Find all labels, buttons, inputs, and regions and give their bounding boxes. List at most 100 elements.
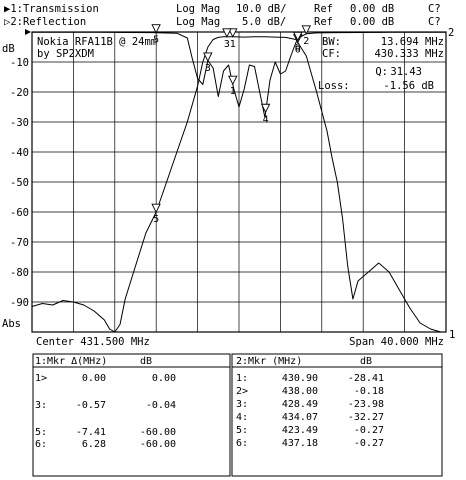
bw-label: BW: bbox=[322, 36, 341, 48]
marker-id: 4: bbox=[236, 412, 248, 423]
marker-triangle-icon bbox=[151, 24, 161, 34]
y-tick-label: -40 bbox=[10, 147, 29, 159]
marker-level: -0.27 bbox=[354, 425, 384, 436]
marker-id: 2> bbox=[236, 386, 248, 397]
y-tick-labels: -10 -20 -30 -40 -50 -60 -70 -80 -90 bbox=[10, 57, 29, 309]
marker-number: 3 bbox=[224, 39, 230, 50]
y-axis-unit: dB bbox=[2, 43, 15, 55]
marker-level: -0.27 bbox=[354, 438, 384, 449]
marker-id: 5: bbox=[35, 427, 47, 438]
marker-triangle-icon bbox=[151, 203, 161, 214]
y-tick-label: -60 bbox=[10, 207, 29, 219]
y-tick-label: -80 bbox=[10, 267, 29, 279]
marker-level: -60.00 bbox=[140, 439, 176, 450]
marker-number: 6 bbox=[295, 44, 301, 55]
marker-triangle-icon bbox=[203, 52, 213, 62]
table-row: 5: 423.49 -0.27 bbox=[236, 425, 384, 436]
loss-value: -1.56 dB bbox=[383, 80, 434, 92]
marker-3-trace-1: 3 bbox=[222, 28, 232, 50]
marker-freq: 428.49 bbox=[282, 399, 318, 410]
table-row: 1> 0.00 0.00 bbox=[35, 373, 176, 384]
ch2-format: Log Mag bbox=[176, 16, 220, 28]
cf-value: 430.333 MHz bbox=[374, 48, 444, 60]
marker-triangle-icon bbox=[222, 28, 232, 38]
marker-freq: 434.07 bbox=[282, 412, 318, 423]
ch1-flag: C? bbox=[428, 3, 441, 15]
marker-level: -32.27 bbox=[348, 412, 384, 423]
marker-id: 3: bbox=[236, 399, 248, 410]
bw-value: 13.694 MHz bbox=[381, 36, 444, 48]
marker-level: -0.04 bbox=[146, 400, 176, 411]
marker-4-trace-2: 4 bbox=[260, 103, 271, 125]
y-tick-label: -30 bbox=[10, 117, 29, 129]
cf-label: CF: bbox=[322, 48, 341, 60]
ref-marker-2: 2 bbox=[448, 27, 454, 39]
marker-1-trace-2: 1 bbox=[228, 75, 238, 97]
marker-id: 3: bbox=[35, 400, 47, 411]
abs-label: Abs bbox=[2, 318, 21, 330]
marker-freq: 423.49 bbox=[282, 425, 318, 436]
marker-triangle-icon bbox=[301, 25, 312, 35]
y-tick-label: -20 bbox=[10, 87, 29, 99]
ch2-ref-label: Ref bbox=[314, 16, 333, 28]
device-info: Nokia RFA11B @ 24mm by SP2XDM bbox=[37, 36, 157, 60]
marker-id: 1> bbox=[35, 373, 47, 384]
table-row: 6: 437.18 -0.27 bbox=[236, 438, 384, 449]
center-frequency: Center 431.500 MHz bbox=[36, 336, 150, 348]
marker-freq: 438.00 bbox=[282, 386, 318, 397]
marker-table-1-title: 1:Mkr Δ(MHz) bbox=[35, 356, 107, 367]
marker-number: 2 bbox=[303, 36, 309, 47]
marker-table-1-frame bbox=[32, 353, 231, 477]
marker-table-2-frame bbox=[231, 353, 443, 477]
marker-id: 5: bbox=[236, 425, 248, 436]
marker-3-trace-2: 3 bbox=[203, 52, 213, 74]
graticule bbox=[32, 32, 446, 332]
ch1-scale: 10.0 dB/ bbox=[236, 3, 287, 15]
marker-number: 5 bbox=[153, 214, 159, 225]
marker-freq: -7.41 bbox=[76, 427, 106, 438]
table-row: 5: -7.41 -60.00 bbox=[35, 427, 176, 438]
ch1-ref-label: Ref bbox=[314, 3, 333, 15]
marker-level: -23.98 bbox=[348, 399, 384, 410]
q-label: Q: bbox=[375, 66, 388, 78]
marker-id: 6: bbox=[35, 439, 47, 450]
ch1-format: Log Mag bbox=[176, 3, 220, 15]
ch1-ref-value: 0.00 dB bbox=[350, 3, 394, 15]
ch2-label[interactable]: ▷2:Reflection bbox=[4, 16, 86, 28]
marker-number: 6 bbox=[295, 42, 301, 53]
y-tick-label: -50 bbox=[10, 177, 29, 189]
marker-table-2-title: 2:Mkr (MHz) bbox=[236, 356, 302, 367]
ch2-flag: C? bbox=[428, 16, 441, 28]
marker-table-ch1: 1:Mkr Δ(MHz) dB 1> 0.00 0.00 3: -0.57 -0… bbox=[35, 356, 176, 450]
marker-triangle-icon bbox=[293, 31, 303, 42]
span-frequency: Span 40.000 MHz bbox=[349, 336, 444, 348]
table-row: 3: -0.57 -0.04 bbox=[35, 400, 176, 411]
y-tick-label: -10 bbox=[10, 57, 29, 69]
ref-marker-1: 1 bbox=[449, 329, 455, 341]
marker-triangle-icon bbox=[260, 103, 271, 114]
ch2-ref-value: 0.00 dB bbox=[350, 16, 394, 28]
ch1-label[interactable]: ▶1:Transmission bbox=[4, 3, 99, 15]
y-tick-label: -90 bbox=[10, 297, 29, 309]
marker-6-trace-2: 6 bbox=[293, 31, 303, 53]
marker-table-2-unit: dB bbox=[360, 356, 372, 367]
marker-level: -0.18 bbox=[354, 386, 384, 397]
marker-id: 6: bbox=[236, 438, 248, 449]
marker-freq: 437.18 bbox=[282, 438, 318, 449]
table-row: 6: 6.28 -60.00 bbox=[35, 439, 176, 450]
ref-level-arrow-icon bbox=[25, 29, 31, 35]
marker-number: 1 bbox=[230, 86, 236, 97]
marker-5-trace-1: 5 bbox=[151, 203, 161, 225]
marker-number: 5 bbox=[153, 35, 159, 46]
marker-number: 1 bbox=[230, 39, 236, 50]
table-row: 4: 434.07 -32.27 bbox=[236, 412, 384, 423]
marker-level: -28.41 bbox=[348, 373, 384, 384]
transmission-trace bbox=[31, 36, 446, 333]
marker-id: 1: bbox=[236, 373, 248, 384]
marker-freq: 430.90 bbox=[282, 373, 318, 384]
marker-table-ch2: 2:Mkr (MHz) dB 1: 430.90 -28.41 2> 438.0… bbox=[236, 356, 384, 449]
plot-frame bbox=[31, 31, 447, 333]
